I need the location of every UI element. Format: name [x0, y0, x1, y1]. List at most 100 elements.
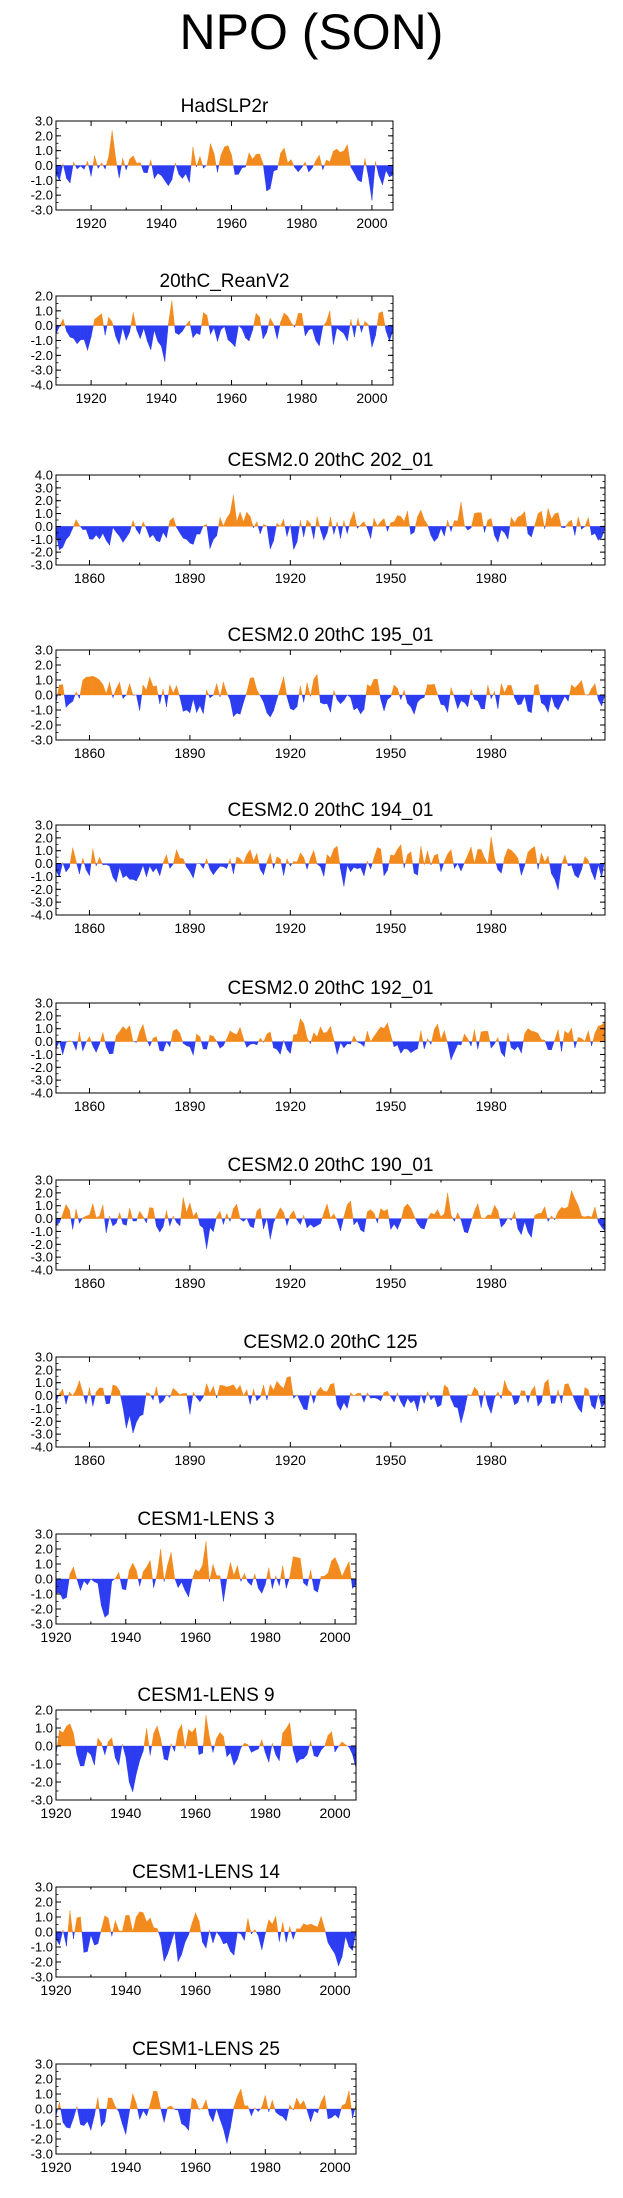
positive-anomaly-area	[237, 2088, 242, 2110]
positive-anomaly-area	[270, 1383, 274, 1396]
positive-anomaly-area	[296, 1928, 301, 1933]
negative-anomaly-area	[265, 1578, 267, 1585]
positive-anomaly-area	[280, 1385, 284, 1396]
negative-anomaly-area	[150, 325, 155, 350]
positive-anomaly-area	[400, 515, 405, 527]
positive-anomaly-area	[350, 511, 355, 527]
positive-anomaly-area	[494, 858, 497, 864]
positive-anomaly-area	[501, 1380, 505, 1396]
positive-anomaly-area	[345, 1744, 349, 1747]
negative-anomaly-area	[116, 2108, 119, 2113]
negative-anomaly-area	[549, 863, 552, 874]
negative-anomaly-area	[275, 2108, 280, 2116]
positive-anomaly-area	[310, 1923, 315, 1933]
positive-anomaly-area	[507, 1389, 512, 1396]
positive-anomaly-area	[514, 852, 519, 864]
negative-anomaly-area	[598, 1395, 602, 1408]
positive-anomaly-area	[567, 1027, 572, 1042]
positive-anomaly-area	[353, 1392, 358, 1396]
positive-anomaly-area	[129, 1207, 133, 1219]
positive-anomaly-area	[253, 521, 258, 527]
negative-anomaly-area	[393, 1395, 397, 1403]
x-tick-label: 1890	[174, 745, 205, 761]
negative-anomaly-area	[142, 1395, 147, 1415]
positive-anomaly-area	[327, 1731, 332, 1747]
positive-anomaly-area	[181, 1724, 185, 1747]
positive-anomaly-area	[132, 520, 136, 527]
negative-anomaly-area	[122, 863, 127, 879]
negative-anomaly-area	[345, 526, 348, 534]
positive-anomaly-area	[296, 2097, 301, 2110]
negative-anomaly-area	[99, 526, 104, 540]
positive-anomaly-area	[269, 317, 274, 326]
positive-anomaly-area	[387, 1390, 391, 1396]
negative-anomaly-area	[136, 694, 140, 711]
positive-anomaly-area	[85, 1214, 90, 1219]
negative-anomaly-area	[139, 1578, 142, 1587]
negative-anomaly-area	[434, 1395, 438, 1408]
negative-anomaly-area	[126, 165, 128, 171]
positive-anomaly-area	[152, 685, 157, 696]
negative-anomaly-area	[104, 325, 108, 336]
negative-anomaly-area	[348, 1745, 353, 1755]
negative-anomaly-area	[73, 2108, 77, 2119]
negative-anomaly-area	[233, 694, 237, 718]
positive-anomaly-area	[139, 1024, 144, 1042]
positive-anomaly-area	[156, 2091, 161, 2110]
negative-anomaly-area	[296, 1745, 301, 1764]
negative-anomaly-area	[477, 1041, 480, 1050]
positive-anomaly-area	[477, 1203, 482, 1219]
positive-anomaly-area	[507, 1033, 511, 1042]
y-tick-label: -1.0	[31, 1224, 53, 1239]
positive-anomaly-area	[218, 517, 221, 527]
negative-anomaly-area	[306, 1578, 309, 1587]
negative-anomaly-area	[380, 1395, 384, 1401]
negative-anomaly-area	[216, 526, 219, 536]
positive-anomaly-area	[407, 511, 410, 527]
positive-anomaly-area	[588, 860, 590, 864]
positive-anomaly-area	[383, 1391, 388, 1396]
negative-anomaly-area	[83, 1745, 88, 1766]
negative-anomaly-area	[290, 526, 294, 550]
y-tick-label: -2.0	[31, 1955, 53, 1970]
negative-anomaly-area	[326, 526, 329, 533]
positive-anomaly-area	[290, 322, 294, 326]
y-tick-label: 2.0	[35, 1008, 53, 1023]
negative-anomaly-area	[251, 2108, 255, 2116]
x-tick-label: 1920	[275, 920, 306, 936]
positive-anomaly-area	[331, 1731, 335, 1747]
negative-anomaly-area	[457, 1041, 462, 1046]
x-tick-label: 2000	[356, 390, 387, 406]
negative-anomaly-area	[413, 863, 418, 876]
negative-anomaly-area	[420, 694, 425, 700]
negative-anomaly-area	[450, 526, 453, 532]
negative-anomaly-area	[454, 1395, 458, 1409]
negative-anomaly-area	[301, 694, 304, 703]
negative-anomaly-area	[255, 2108, 259, 2113]
positive-anomaly-area	[245, 1918, 249, 1933]
positive-anomaly-area	[253, 1573, 256, 1580]
positive-anomaly-area	[467, 1038, 470, 1042]
positive-anomaly-area	[470, 689, 474, 696]
positive-anomaly-area	[474, 1029, 477, 1042]
positive-anomaly-area	[111, 2098, 116, 2110]
positive-anomaly-area	[350, 319, 353, 326]
negative-anomaly-area	[286, 526, 291, 537]
negative-anomaly-area	[464, 1395, 468, 1411]
negative-anomaly-area	[541, 1395, 543, 1402]
negative-anomaly-area	[203, 1218, 207, 1249]
positive-anomaly-area	[286, 1721, 290, 1747]
positive-anomaly-area	[534, 513, 539, 527]
negative-anomaly-area	[284, 1218, 288, 1226]
positive-anomaly-area	[59, 1388, 63, 1396]
y-tick-label: 1.0	[35, 1910, 53, 1925]
positive-anomaly-area	[57, 1730, 60, 1747]
negative-anomaly-area	[336, 1218, 341, 1231]
negative-anomaly-area	[167, 1745, 171, 1761]
x-tick-label: 1980	[250, 1805, 281, 1821]
positive-anomaly-area	[598, 1024, 602, 1042]
negative-anomaly-area	[360, 694, 365, 715]
y-tick-label: -3.0	[31, 558, 53, 573]
negative-anomaly-area	[258, 2108, 261, 2113]
positive-anomaly-area	[153, 1386, 157, 1396]
